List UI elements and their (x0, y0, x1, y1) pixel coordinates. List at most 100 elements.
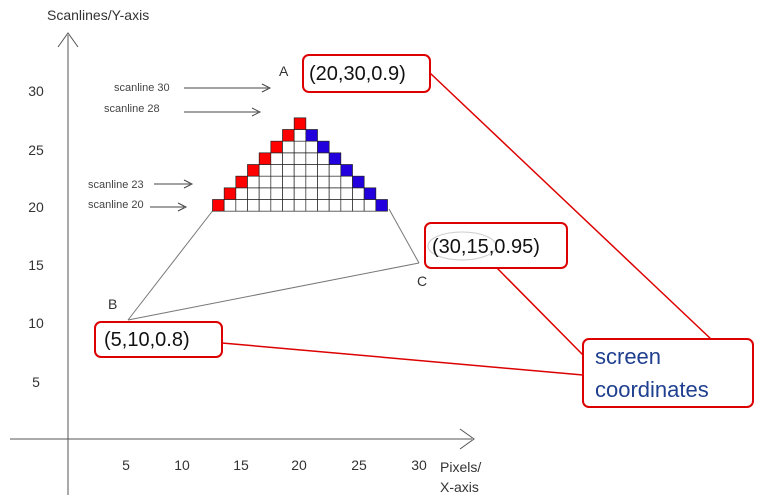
x-tick-label: 5 (122, 457, 130, 473)
pixel-cell (305, 129, 318, 142)
pixel-cell (340, 187, 353, 200)
pixel-cell (270, 140, 283, 154)
connector-c (496, 267, 584, 356)
vertex-a-label: A (279, 63, 289, 79)
pixel-cell (258, 164, 272, 177)
pixel-cell (223, 187, 237, 200)
pixel-cell (235, 199, 248, 212)
pixel-cell (340, 164, 353, 177)
pixel-cell (258, 152, 272, 165)
scanline-arrowhead (251, 107, 262, 117)
pixel-cell (340, 199, 353, 212)
y-tick-label: 20 (28, 199, 44, 215)
y-tick-label: 15 (28, 257, 44, 273)
scanline-label: scanline 20 (88, 199, 144, 211)
edge-b-c (127, 262, 420, 321)
scanline-arrowhead (261, 83, 272, 93)
scanline-arrowhead (177, 202, 188, 212)
pixel-grid (212, 117, 388, 212)
pixel-cell (223, 199, 237, 212)
pixel-cell (328, 187, 342, 200)
callout-connectors (221, 72, 713, 376)
pixel-cell (258, 199, 272, 212)
scanline-arrowhead (183, 179, 194, 189)
pixel-cell (305, 152, 318, 165)
pixel-cell (247, 164, 260, 177)
pixel-cell (317, 140, 330, 154)
pixel-cell (352, 187, 365, 200)
scanline-label: scanline 23 (88, 179, 144, 191)
pixel-cell (270, 199, 283, 212)
pixel-cell (317, 187, 330, 200)
y-axis-arrow (57, 32, 79, 48)
pixel-cell (293, 175, 307, 189)
pixel-cell (282, 129, 295, 142)
x-tick-label: 15 (233, 457, 249, 473)
x-tick-labels: 5 10 15 20 25 30 (122, 457, 427, 473)
pixel-cell (317, 199, 330, 212)
pixel-cell (363, 199, 377, 212)
coord-c-text: (30,15,0.95) (432, 236, 540, 258)
pixel-cell (293, 164, 307, 177)
pixel-cell (282, 175, 295, 189)
pixel-cell (282, 187, 295, 200)
edge-grid-c (388, 208, 420, 264)
pixel-cell (293, 117, 307, 130)
pixel-cell (305, 164, 318, 177)
pixel-cell (235, 187, 248, 200)
pixel-cell (305, 140, 318, 154)
pixel-cell (235, 175, 248, 189)
pixel-cell (293, 140, 307, 154)
pixel-cell (305, 199, 318, 212)
coord-box-b-frame (94, 321, 223, 358)
x-tick-label: 10 (174, 457, 190, 473)
y-tick-label: 25 (28, 142, 44, 158)
pixel-cell (328, 164, 342, 177)
vertex-b-label: B (108, 296, 117, 312)
coord-c-ellipse (427, 231, 497, 261)
scanline-annotations: scanline 30 scanline 28 scanline 23 scan… (88, 82, 272, 212)
x-tick-label: 25 (351, 457, 367, 473)
coord-box-a: (20,30,0.9) (302, 54, 431, 93)
connector-a (429, 72, 713, 341)
scanline-label: scanline 30 (114, 82, 170, 94)
x-axis-title-line1: Pixels/ (440, 459, 481, 475)
coord-b-text: (5,10,0.8) (104, 329, 190, 351)
y-tick-label: 30 (28, 83, 44, 99)
pixel-cell (247, 199, 260, 212)
pixel-cell (340, 175, 353, 189)
y-axis-title: Scanlines/Y-axis (47, 7, 149, 23)
edge-b-grid (127, 208, 215, 321)
pixel-cell (317, 164, 330, 177)
scanline-label: scanline 28 (104, 103, 160, 115)
pixel-cell (352, 175, 365, 189)
triangle-edges (127, 208, 420, 321)
pixel-cell (247, 175, 260, 189)
pixel-cell (293, 152, 307, 165)
pixel-cell (305, 187, 318, 200)
coord-a-text: (20,30,0.9) (309, 63, 406, 85)
pixel-cell (270, 175, 283, 189)
pixel-cell (328, 152, 342, 165)
coord-box-c: (30,15,0.95) (424, 222, 568, 269)
pixel-cell (258, 175, 272, 189)
x-axis-title-line2: X-axis (440, 479, 479, 495)
y-tick-labels: 5 10 15 20 25 30 (28, 83, 44, 390)
pixel-cell (293, 199, 307, 212)
pixel-cell (293, 129, 307, 142)
pixel-cell (352, 199, 365, 212)
pixel-cell (317, 152, 330, 165)
y-tick-label: 5 (32, 374, 40, 390)
pixel-cell (270, 187, 283, 200)
callout-line1: screen (595, 344, 661, 369)
pixel-cell (317, 175, 330, 189)
pixel-cell (212, 199, 225, 212)
pixel-cell (328, 175, 342, 189)
pixel-cell (247, 187, 260, 200)
pixel-cell (282, 152, 295, 165)
pixel-cell (375, 199, 388, 212)
callout-frame (582, 338, 754, 408)
pixel-cell (270, 152, 283, 165)
pixel-cell (270, 164, 283, 177)
